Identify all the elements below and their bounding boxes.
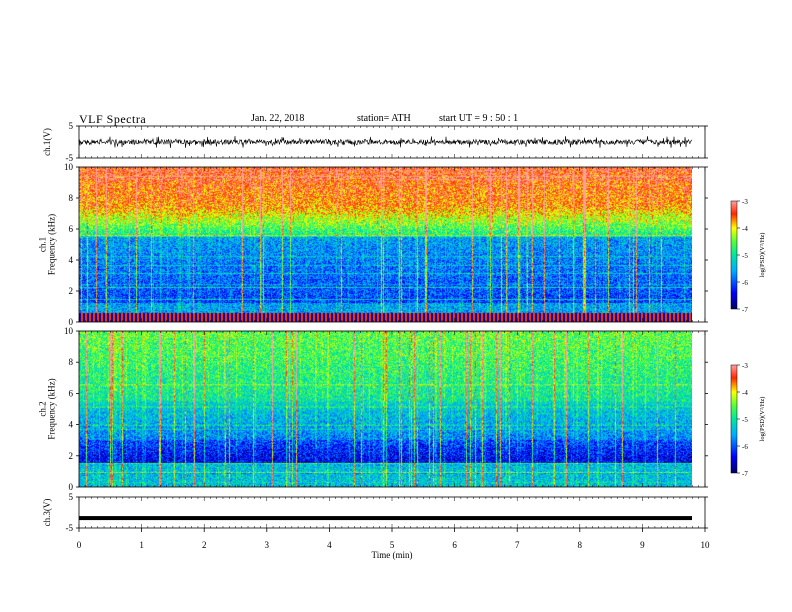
y-tick-label: 10 [64,162,74,172]
colorbar-tick-label: -6 [742,443,748,451]
y-tick-label: 2 [69,451,74,461]
panel-frame-4 [78,496,706,529]
x-tick-label: 5 [390,540,395,550]
y-tick-label: 0 [69,482,74,492]
y-axis-label: ch.1(V) [42,128,52,156]
y-axis-label: Frequency (kHz) [47,378,57,439]
x-tick-label: 2 [202,540,207,550]
colorbar-tick-label: -3 [742,362,748,370]
y-tick-label: 6 [69,388,74,398]
waveform-line-ch3 [79,516,692,521]
y-tick-label: 6 [69,224,74,234]
colorbar-tick-label: -5 [742,252,748,260]
y-tick-label: -5 [66,153,74,163]
date-label: Jan. 22, 2018 [251,113,305,124]
spectrogram-ch1 [79,167,692,322]
x-tick-label: 10 [701,540,711,550]
colorbar-label: log(PSD)(V²/Hz) [759,233,766,278]
y-tick-label: 2 [69,286,74,296]
chart-title: VLF Spectra [79,112,147,126]
colorbar-tick-label: -5 [742,416,748,424]
y-tick-label: -5 [66,523,74,533]
colorbar-tick-label: -3 [742,198,748,206]
y-tick-label: 4 [69,255,74,265]
y-tick-label: 8 [69,357,74,367]
x-tick-label: 7 [515,540,520,550]
station-label: station= ATH [357,113,411,124]
y-tick-label: 5 [69,492,74,502]
x-tick-label: 0 [77,540,82,550]
colorbar-ch2 [730,364,738,474]
y-tick-label: 5 [69,121,74,131]
x-tick-label: 8 [578,540,583,550]
waveform-line-ch1 [78,135,693,149]
x-tick-label: 3 [265,540,270,550]
start-time-label: start UT = 9 : 50 : 1 [439,113,519,124]
x-tick-label: 1 [139,540,144,550]
colorbar-tick-label: -7 [742,470,748,478]
colorbar-label: log(PSD)(V²/Hz) [759,397,766,442]
y-tick-label: 0 [69,317,74,327]
colorbar-tick-label: -7 [742,306,748,314]
colorbar-tick-label: -4 [742,225,748,233]
y-tick-label: 4 [69,420,74,430]
y-tick-label: 8 [69,193,74,203]
colorbar-tick-label: -4 [742,389,748,397]
colorbar-ch1 [730,200,738,310]
x-tick-label: 4 [327,540,332,550]
colorbar-tick-label: -6 [742,279,748,287]
y-axis-label: ch.2 [38,401,48,416]
y-axis-label: Frequency (kHz) [47,214,57,275]
x-axis-label: Time (min) [372,550,413,560]
x-tick-label: 9 [640,540,645,550]
y-axis-label: ch.1 [38,237,48,252]
y-tick-label: 10 [64,326,74,336]
y-axis-label: ch.3(V) [42,499,52,527]
spectrogram-ch2 [79,331,692,487]
x-tick-label: 6 [452,540,457,550]
